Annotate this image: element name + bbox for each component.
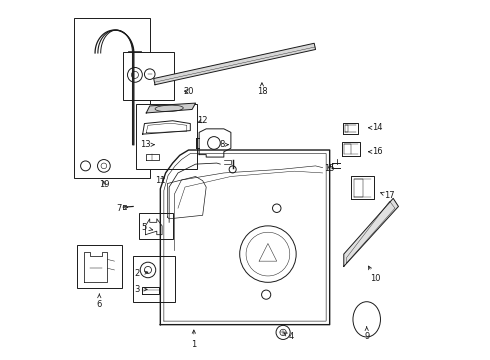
Polygon shape [344, 198, 398, 266]
Text: 6: 6 [97, 294, 102, 309]
Text: 18: 18 [257, 83, 267, 96]
Text: 5: 5 [142, 223, 153, 232]
FancyBboxPatch shape [136, 104, 197, 170]
Polygon shape [154, 43, 316, 85]
Text: 1: 1 [191, 330, 196, 348]
FancyBboxPatch shape [133, 256, 175, 302]
Text: 19: 19 [98, 180, 109, 189]
FancyBboxPatch shape [123, 52, 174, 100]
Text: 12: 12 [197, 116, 208, 125]
Text: 13: 13 [140, 140, 154, 149]
Text: 16: 16 [368, 147, 383, 156]
Text: 14: 14 [368, 123, 383, 132]
Polygon shape [146, 103, 196, 113]
Text: 20: 20 [183, 87, 194, 96]
Text: 17: 17 [381, 192, 395, 201]
Text: 10: 10 [368, 266, 381, 283]
Text: 11: 11 [155, 176, 166, 185]
Text: 15: 15 [324, 164, 335, 173]
Text: 8: 8 [220, 140, 228, 149]
Text: 9: 9 [364, 327, 369, 342]
Text: 7: 7 [116, 204, 128, 213]
FancyBboxPatch shape [139, 213, 172, 239]
FancyBboxPatch shape [77, 245, 122, 288]
FancyBboxPatch shape [74, 18, 150, 178]
Text: 4: 4 [284, 333, 294, 342]
Text: 3: 3 [135, 285, 147, 294]
Text: 2: 2 [135, 269, 148, 278]
